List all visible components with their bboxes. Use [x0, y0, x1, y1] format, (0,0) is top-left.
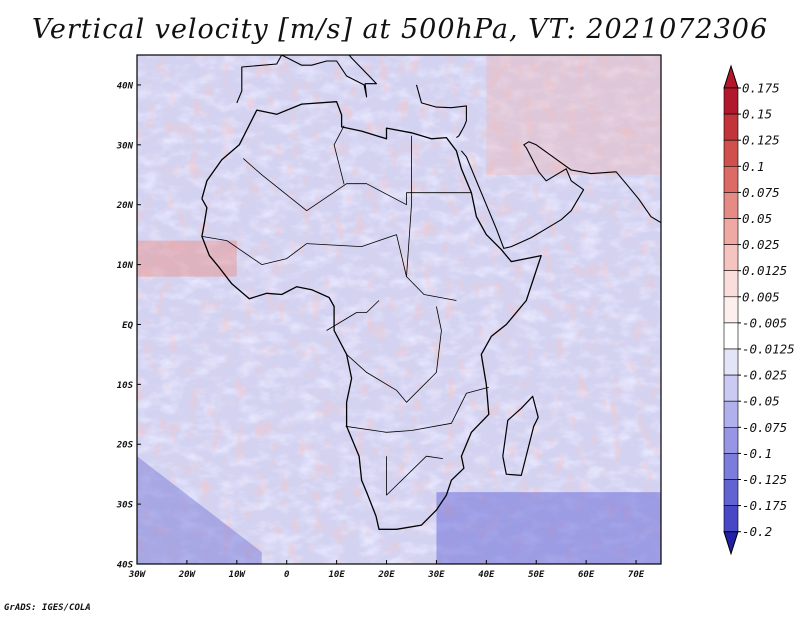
lat-tick-label: 30S — [116, 501, 134, 511]
lat-tick-label: 20N — [116, 201, 134, 211]
colorbar-bin — [723, 348, 739, 376]
lon-tick-label: 10E — [328, 570, 345, 580]
colorbar-label: -0.2 — [742, 524, 772, 539]
colorbar-bin — [723, 139, 739, 167]
colorbar-bin — [723, 296, 739, 324]
lat-tick-label: 40S — [117, 561, 134, 571]
field-texture-red — [137, 55, 661, 564]
colorbar-label: 0.075 — [742, 185, 780, 200]
colorbar-label: 0.1 — [742, 159, 765, 174]
europe-coastline — [236, 55, 378, 104]
colorbar-label: 0.05 — [742, 211, 772, 226]
country-border — [243, 158, 471, 212]
colorbar-bin — [723, 192, 739, 219]
lon-tick-label: 10W — [229, 570, 247, 580]
ascent-region-arabia — [486, 55, 661, 175]
colorbar-bin — [723, 218, 739, 245]
colorbar-label: -0.125 — [742, 472, 787, 487]
credit-label: GrADS: IGES/COLA — [4, 603, 91, 613]
colorbar-bin — [723, 270, 739, 298]
ascent-band-atlantic — [137, 240, 237, 277]
africa-coastline — [201, 101, 542, 530]
colorbar-bin — [723, 453, 739, 480]
descent-region-south-atlantic — [137, 456, 262, 564]
plot-frame — [136, 54, 662, 565]
lon-tick-label: 70E — [628, 570, 645, 580]
lon-tick-label: 30E — [427, 570, 445, 580]
colorbar-label: -0.025 — [742, 368, 787, 383]
lat-tick-label: 10N — [117, 261, 134, 271]
lon-tick-label: 20E — [377, 570, 395, 580]
colorbar-label: 0.15 — [742, 107, 772, 122]
levant-coastline — [415, 84, 467, 139]
colorbar-bin — [723, 244, 739, 272]
colorbar-bottom-arrow — [723, 531, 739, 556]
colorbar-label: -0.1 — [742, 446, 772, 461]
colorbar-bin — [723, 426, 739, 454]
arabia-coastline — [460, 141, 661, 249]
colorbar-label: -0.175 — [742, 498, 787, 513]
lat-tick-label: 20S — [116, 441, 134, 451]
colorbar-label: -0.0125 — [742, 342, 795, 357]
lon-tick-label: 50E — [528, 570, 545, 580]
country-border — [306, 234, 457, 301]
country-border — [346, 306, 442, 403]
country-border — [345, 386, 489, 433]
colorbar-label: 0.0125 — [742, 263, 787, 278]
chart-title: Vertical velocity [m/s] at 500hPa, VT: 2… — [31, 14, 769, 45]
colorbar-label: -0.05 — [742, 394, 780, 409]
lat-tick-label: 40N — [117, 81, 134, 91]
colorbar-label: 0.125 — [742, 133, 780, 148]
country-border — [386, 455, 443, 496]
lat-tick-label: EQ — [122, 321, 133, 331]
lon-tick-label: 60E — [578, 570, 595, 580]
lon-tick-label: 20W — [178, 570, 197, 580]
country-border — [333, 125, 345, 185]
colorbar-label: 0.005 — [742, 289, 780, 304]
lon-tick-label: 30W — [128, 570, 147, 580]
colorbar-label: 0.025 — [742, 237, 780, 252]
lon-tick-label: 40E — [478, 570, 495, 580]
lat-tick-label: 10S — [117, 381, 134, 391]
colorbar-label: 0.175 — [742, 81, 780, 96]
colorbar-bin — [723, 322, 739, 350]
colorbar-bin — [723, 400, 739, 428]
colorbar-bin — [723, 166, 739, 193]
colorbar-label: -0.005 — [742, 315, 787, 330]
colorbar-bin — [723, 505, 739, 533]
colorbar-bin — [723, 374, 739, 402]
country-border — [201, 236, 307, 265]
colorbar-bin — [723, 87, 739, 115]
madagascar-coastline — [502, 395, 539, 476]
colorbar-bin — [723, 479, 739, 506]
lon-tick-label: 0 — [284, 570, 290, 580]
colorbar-label: -0.075 — [742, 420, 787, 435]
descent-region-south-indian — [436, 492, 661, 564]
country-border — [326, 300, 380, 331]
colorbar-top-arrow — [723, 64, 739, 89]
lat-tick-label: 30N — [116, 141, 134, 151]
country-border — [406, 135, 412, 277]
colorbar-bin — [723, 113, 739, 141]
